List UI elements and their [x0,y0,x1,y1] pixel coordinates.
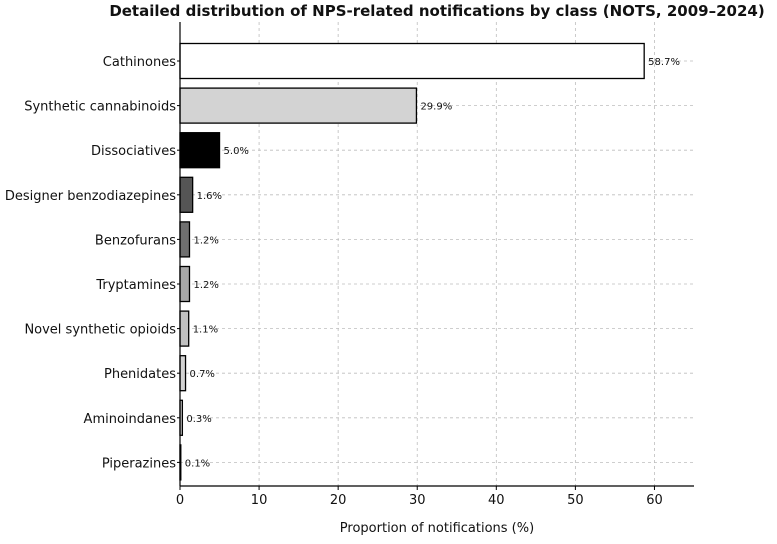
category-label: Synthetic cannabinoids [24,100,176,115]
value-labels: 58.7% 29.9% 5.0% 1.6% 1.2% 1.2% 1.1% 0.7% 0.3% 0.… [185,57,680,469]
bar [179,310,190,347]
x-tick-label: 0 [176,493,184,508]
bar [179,87,418,124]
value-label: 5.0% [224,146,249,157]
category-label: Phenidates [104,367,176,382]
category-label: Tryptamines [95,278,176,293]
bar [179,265,191,303]
category-label: Piperazines [102,456,176,471]
value-label: 0.3% [186,414,211,425]
bar [179,221,191,258]
category-label: Novel synthetic opioids [24,323,176,338]
bar [179,42,645,80]
x-ticks: 0 10 20 30 40 50 60 [176,486,663,508]
value-label: 58.7% [648,57,680,68]
category-label: Designer benzodiazepines [5,189,176,204]
value-label: 0.1% [185,458,210,469]
category-label: Dissociatives [91,144,176,159]
category-label: Benzofurans [95,233,176,248]
x-tick-label: 30 [409,493,426,508]
value-label: 1.2% [193,235,218,246]
bar [179,176,194,213]
value-label: 29.9% [420,102,452,113]
category-labels: Cathinones Synthetic cannabinoids Dissocia… [5,55,176,471]
bar [179,355,187,392]
category-label: Aminoindanes [84,412,177,427]
value-label: 1.6% [197,191,222,202]
bar [179,132,221,169]
x-tick-label: 50 [567,493,584,508]
category-label: Cathinones [103,55,176,70]
value-label: 1.2% [193,280,218,291]
x-tick-label: 60 [646,493,663,508]
chart-title: Detailed distribution of NPS-related not… [109,2,764,20]
axes [177,22,694,487]
x-tick-label: 40 [488,493,505,508]
x-axis-title: Proportion of notifications (%) [340,521,534,536]
bars [179,42,645,481]
x-tick-label: 20 [330,493,347,508]
value-label: 1.1% [193,325,218,336]
value-label: 0.7% [190,369,215,380]
x-tick-label: 10 [251,493,268,508]
